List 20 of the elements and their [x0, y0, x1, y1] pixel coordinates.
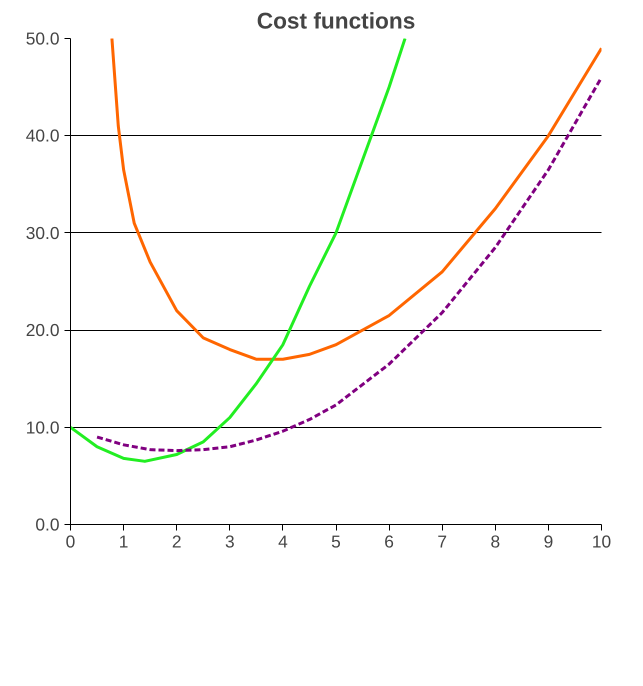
x-tick-label: 7 [437, 532, 448, 552]
x-tick-label: 9 [544, 532, 554, 552]
x-tick-label: 10 [592, 532, 612, 552]
y-tick-label: 10.0 [26, 417, 60, 438]
x-tick-label: 1 [118, 532, 128, 552]
y-tick-label: 40.0 [26, 126, 60, 146]
chart-title: Cost functions [256, 8, 416, 34]
y-tick-label: 20.0 [26, 320, 60, 340]
y-tick-label: 0.0 [35, 514, 60, 534]
y-tick-label: 30.0 [26, 222, 60, 243]
x-tick-label: 4 [278, 532, 288, 552]
x-tick-label: 2 [172, 532, 182, 552]
x-tick-label: 0 [66, 532, 76, 552]
x-tick-label: 6 [384, 532, 394, 552]
x-tick-label: 3 [224, 532, 235, 552]
line-series [110, 38, 602, 361]
line-series [70, 38, 407, 463]
y-tick-label: 50.0 [26, 28, 60, 48]
x-tick-label: 8 [490, 532, 500, 552]
x-tick-label: 5 [331, 532, 341, 552]
